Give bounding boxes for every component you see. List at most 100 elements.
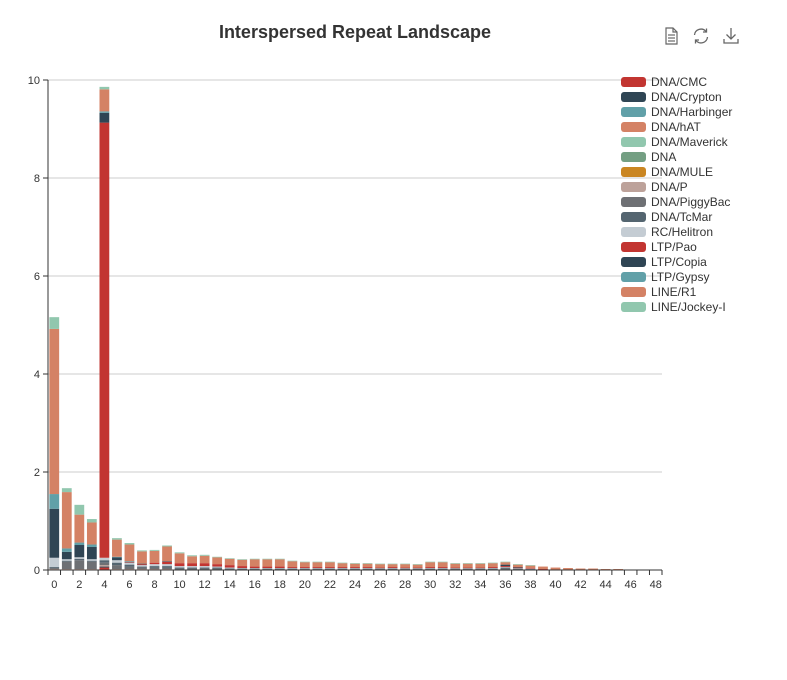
bar-segment[interactable] (450, 569, 461, 570)
bar-segment[interactable] (162, 561, 172, 565)
legend-item[interactable]: DNA/TcMar (621, 209, 732, 224)
bar-segment[interactable] (124, 562, 135, 563)
bar-segment[interactable] (362, 563, 373, 564)
bar-segment[interactable] (149, 566, 160, 568)
bar-segment[interactable] (325, 562, 335, 568)
legend-item[interactable]: LINE/Jockey-I (621, 299, 732, 314)
bar-segment[interactable] (450, 568, 461, 569)
bar-segment[interactable] (325, 569, 335, 570)
bar-segment[interactable] (299, 561, 310, 563)
bar-segment[interactable] (400, 569, 411, 570)
bar-segment[interactable] (437, 562, 448, 568)
bar-segment[interactable] (487, 568, 498, 570)
bar-segment[interactable] (362, 563, 373, 568)
bar-segment[interactable] (375, 564, 385, 568)
bar-segment[interactable] (162, 567, 172, 570)
legend-item[interactable]: DNA/hAT (621, 119, 732, 134)
bar-segment[interactable] (500, 567, 511, 568)
bar-segment[interactable] (588, 568, 598, 570)
bar-segment[interactable] (375, 563, 385, 565)
bar-segment[interactable] (99, 562, 110, 566)
bar-segment[interactable] (412, 564, 423, 565)
bar-segment[interactable] (400, 567, 411, 569)
legend-item[interactable]: RC/Helitron (621, 224, 732, 239)
bar-segment[interactable] (262, 568, 273, 569)
bar-segment[interactable] (362, 568, 373, 570)
bar-segment[interactable] (162, 566, 172, 568)
bar-segment[interactable] (337, 568, 348, 570)
bar-segment[interactable] (124, 561, 135, 562)
bar-segment[interactable] (412, 567, 423, 569)
bar-segment[interactable] (86, 544, 97, 547)
bar-segment[interactable] (425, 568, 436, 569)
bar-segment[interactable] (237, 566, 248, 569)
bar-segment[interactable] (124, 564, 135, 567)
bar-segment[interactable] (212, 568, 223, 570)
bar-segment[interactable] (112, 560, 122, 563)
bar-segment[interactable] (199, 567, 210, 569)
bar-segment[interactable] (487, 563, 498, 568)
bar-segment[interactable] (299, 567, 310, 569)
bar-segment[interactable] (162, 546, 172, 562)
bar-segment[interactable] (337, 568, 348, 569)
bar-segment[interactable] (462, 563, 473, 564)
bar-segment[interactable] (325, 568, 335, 569)
bar-segment[interactable] (350, 563, 360, 564)
bar-segment[interactable] (525, 568, 536, 569)
bar-segment[interactable] (249, 559, 260, 567)
bar-segment[interactable] (99, 111, 110, 113)
bar-segment[interactable] (513, 569, 523, 570)
bar-segment[interactable] (212, 564, 223, 567)
bar-segment[interactable] (437, 568, 448, 569)
bar-segment[interactable] (86, 560, 97, 562)
bar-segment[interactable] (425, 567, 436, 569)
bar-segment[interactable] (375, 568, 385, 570)
bar-segment[interactable] (199, 563, 210, 567)
bar-segment[interactable] (61, 551, 72, 560)
bar-segment[interactable] (513, 564, 523, 568)
bar-segment[interactable] (337, 569, 348, 570)
bar-segment[interactable] (249, 558, 260, 560)
bar-segment[interactable] (249, 569, 260, 570)
bar-segment[interactable] (525, 565, 536, 569)
bar-segment[interactable] (249, 568, 260, 570)
bar-segment[interactable] (350, 568, 360, 569)
bar-segment[interactable] (224, 558, 235, 566)
bar-segment[interactable] (86, 522, 97, 545)
bar-segment[interactable] (74, 560, 85, 570)
bar-segment[interactable] (575, 568, 586, 570)
bar-segment[interactable] (61, 559, 72, 561)
bar-segment[interactable] (375, 569, 385, 570)
bar-segment[interactable] (162, 561, 172, 562)
bar-segment[interactable] (287, 568, 298, 570)
bar-segment[interactable] (375, 568, 385, 569)
bar-segment[interactable] (500, 564, 511, 567)
bar-segment[interactable] (61, 488, 72, 493)
bar-segment[interactable] (437, 569, 448, 570)
bar-segment[interactable] (299, 562, 310, 568)
bar-segment[interactable] (425, 562, 436, 568)
bar-segment[interactable] (337, 562, 348, 564)
bar-segment[interactable] (237, 559, 248, 567)
bar-segment[interactable] (500, 568, 511, 570)
bar-segment[interactable] (350, 568, 360, 570)
bar-segment[interactable] (199, 566, 210, 568)
bar-segment[interactable] (362, 568, 373, 569)
bar-segment[interactable] (287, 560, 298, 562)
bar-segment[interactable] (174, 552, 185, 554)
bar-segment[interactable] (513, 567, 523, 568)
bar-segment[interactable] (224, 567, 235, 569)
bar-segment[interactable] (550, 567, 561, 570)
legend-item[interactable]: DNA/CMC (621, 74, 732, 89)
legend-item[interactable]: LINE/R1 (621, 284, 732, 299)
restore-button[interactable] (690, 25, 712, 47)
bar-segment[interactable] (187, 556, 197, 564)
bar-segment[interactable] (462, 569, 473, 570)
bar-segment[interactable] (99, 557, 110, 561)
bar-segment[interactable] (462, 567, 473, 569)
bar-segment[interactable] (312, 561, 323, 563)
bar-segment[interactable] (400, 568, 411, 569)
bar-segment[interactable] (112, 562, 122, 566)
bar-segment[interactable] (450, 563, 461, 564)
bar-segment[interactable] (49, 557, 60, 568)
